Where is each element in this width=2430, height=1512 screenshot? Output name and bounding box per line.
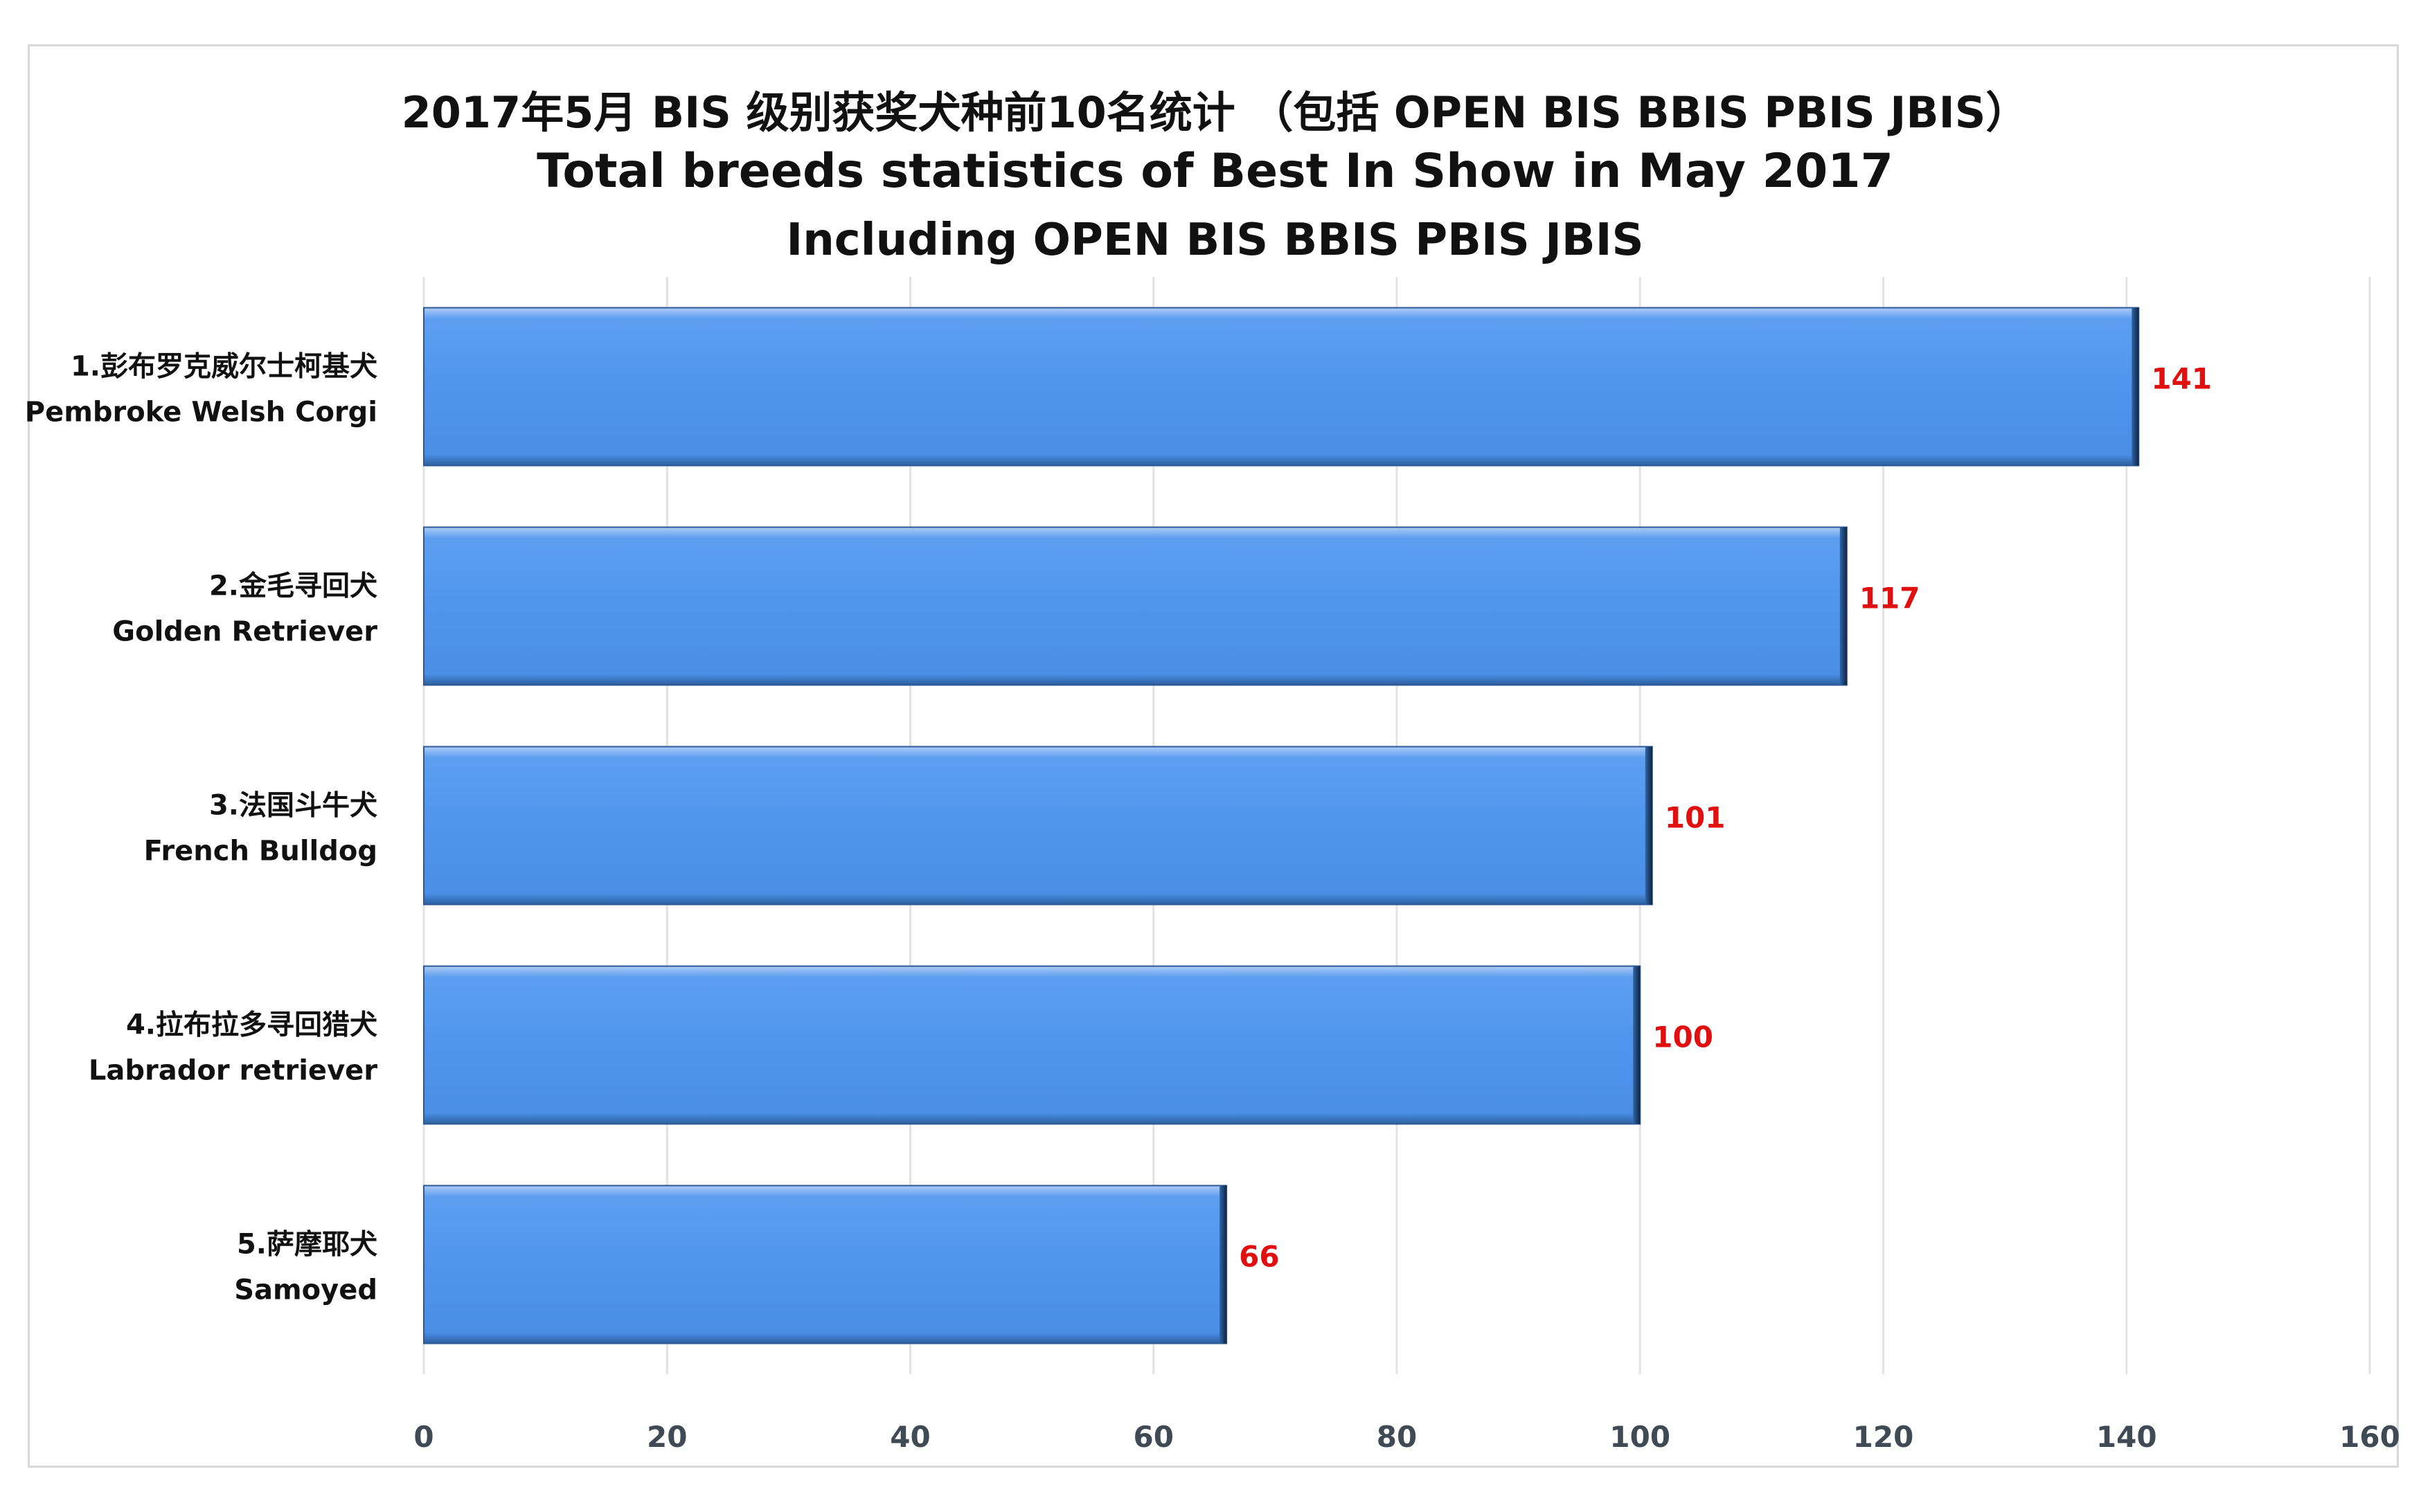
category-label-chinese: 3.法国斗牛犬 (209, 790, 377, 822)
category-label-chinese: 2.金毛寻回犬 (209, 570, 377, 602)
data-label: 117 (1859, 582, 1920, 615)
bar-end-cap (1839, 527, 1847, 685)
data-label: 141 (2151, 362, 2212, 396)
bar-end-cap (1220, 1185, 1227, 1344)
x-tick-label: 160 (2339, 1420, 2400, 1454)
data-label: 100 (1652, 1020, 1713, 1054)
x-tick-label: 0 (413, 1420, 434, 1454)
category-label-english: French Bulldog (144, 836, 377, 867)
bar (423, 746, 1653, 906)
x-tick-label: 120 (1853, 1420, 1914, 1454)
bar (423, 965, 1641, 1125)
bar-end-cap (1645, 746, 1652, 905)
category-label-english: Golden Retriever (112, 616, 377, 648)
category-label-chinese: 4.拉布拉多寻回猎犬 (126, 1009, 377, 1041)
bar (423, 1185, 1228, 1344)
x-tick-label: 100 (1609, 1420, 1670, 1454)
x-tick-label: 60 (1134, 1420, 1174, 1454)
category-label-chinese: 5.萨摩耶犬 (237, 1229, 377, 1261)
bar (423, 307, 2140, 467)
category-label-chinese: 1.彭布罗克威尔士柯基犬 (71, 351, 377, 383)
bar-end-cap (2132, 307, 2139, 466)
chart-subtitle: Including OPEN BIS BBIS PBIS JBIS (786, 215, 1644, 266)
chart-title-english: Total breeds statistics of Best In Show … (537, 144, 1893, 199)
data-label: 101 (1665, 801, 1726, 835)
bar-end-cap (1633, 966, 1641, 1124)
category-label-english: Labrador retriever (89, 1055, 377, 1087)
bar (423, 526, 1848, 686)
x-tick-label: 20 (647, 1420, 687, 1454)
data-label: 66 (1239, 1240, 1279, 1274)
x-tick-label: 140 (2096, 1420, 2157, 1454)
category-label-english: Samoyed (234, 1275, 377, 1306)
category-label-english: Pembroke Welsh Corgi (25, 397, 377, 429)
x-tick-label: 40 (890, 1420, 930, 1454)
chart-title-chinese: 2017年5月 BIS 级别获奖犬种前10名统计 （包括 OPEN BIS BB… (401, 87, 2029, 138)
x-tick-label: 80 (1377, 1420, 1417, 1454)
